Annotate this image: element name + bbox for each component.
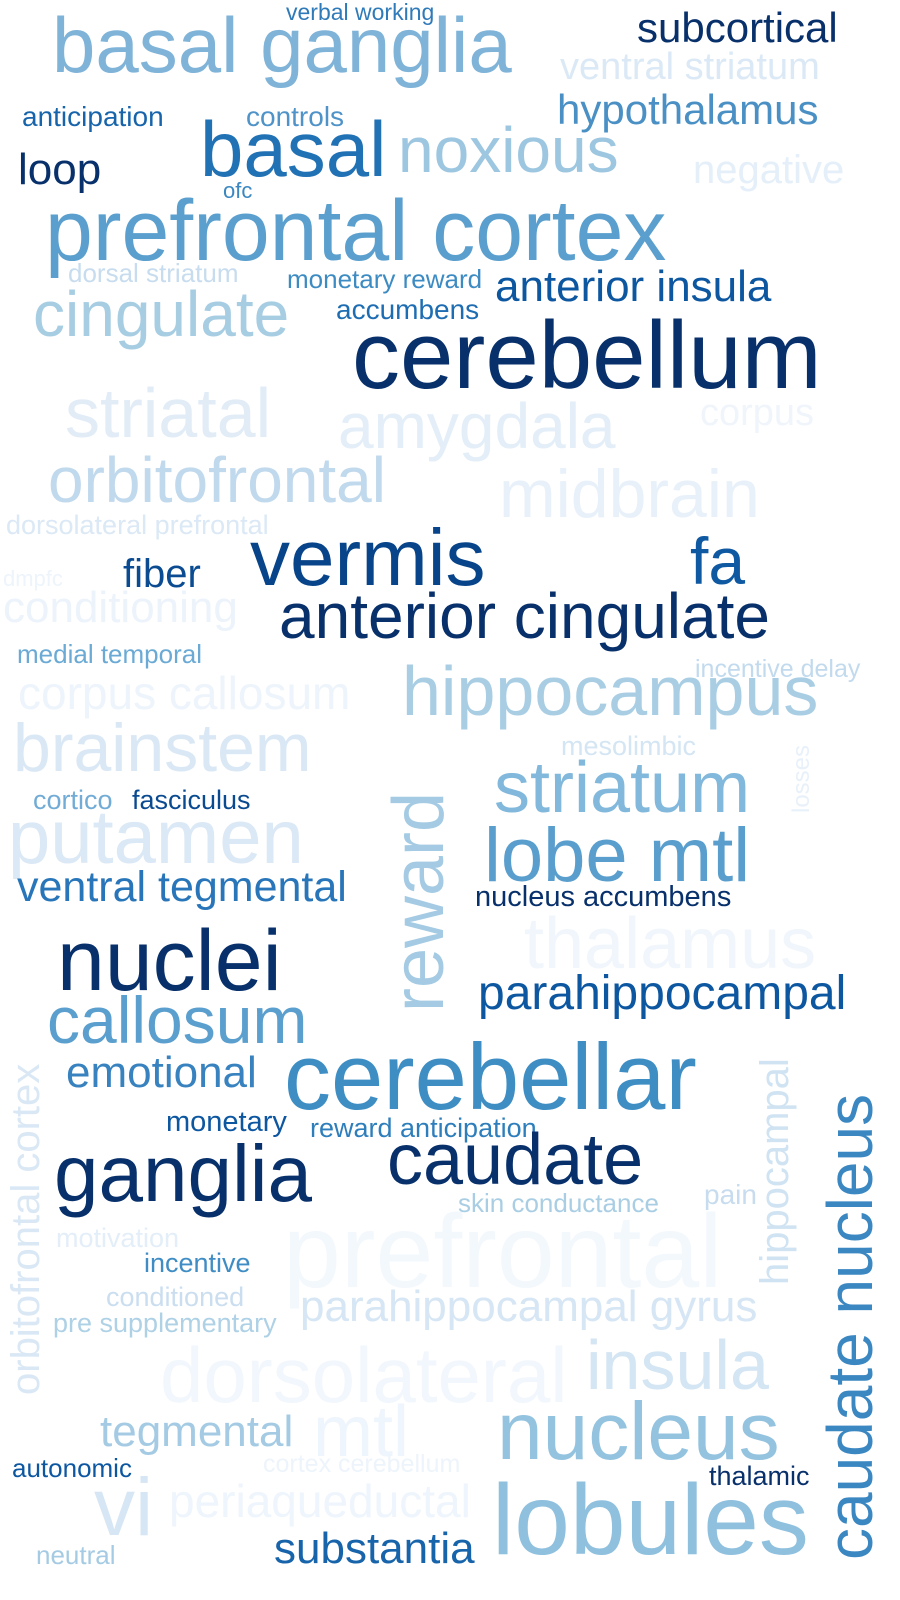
word-orbitofrontal: orbitofrontal bbox=[48, 444, 386, 516]
word-caudate: caudate bbox=[387, 1120, 644, 1200]
word-conditioning: conditioning bbox=[3, 583, 238, 632]
word-nuclei: nuclei bbox=[57, 913, 282, 1009]
word-dmpfc: dmpfc bbox=[3, 566, 63, 591]
word-verbal-working: verbal working bbox=[286, 0, 435, 25]
word-pre-supplementary: pre supplementary bbox=[53, 1308, 277, 1338]
word-striatal: striatal bbox=[65, 374, 272, 452]
word-pain: pain bbox=[704, 1179, 757, 1210]
word-insula: insula bbox=[586, 1326, 769, 1404]
word-lobules: lobules bbox=[492, 1464, 809, 1576]
word-cerebellum: cerebellum bbox=[352, 302, 822, 409]
word-callosum: callosum bbox=[47, 983, 308, 1057]
word-periaqueductal: periaqueductal bbox=[169, 1475, 471, 1527]
word-conditioned: conditioned bbox=[106, 1282, 245, 1312]
word-dorsolateral-prefrontal: dorsolateral prefrontal bbox=[6, 510, 269, 540]
word-fiber: fiber bbox=[123, 552, 201, 596]
word-basal: basal bbox=[200, 105, 387, 193]
word-cerebellar: cerebellar bbox=[284, 1024, 697, 1129]
word-negative: negative bbox=[693, 148, 845, 192]
word-monetary-reward: monetary reward bbox=[287, 264, 483, 294]
word-medial-temporal: medial temporal bbox=[17, 639, 202, 669]
word-dorsal-striatum: dorsal striatum bbox=[68, 258, 239, 288]
word-loop: loop bbox=[18, 145, 102, 194]
word-midbrain: midbrain bbox=[499, 456, 760, 532]
word-striatum: striatum bbox=[494, 748, 751, 828]
word-basal-ganglia: basal ganglia bbox=[52, 1, 512, 89]
word-mesolimbic: mesolimbic bbox=[561, 731, 697, 761]
word-nucleus: nucleus bbox=[497, 1386, 780, 1477]
word-tegmental: tegmental bbox=[100, 1407, 294, 1456]
word-thalamus: thalamus bbox=[524, 904, 817, 984]
word-vermis: vermis bbox=[250, 513, 486, 602]
word-prefrontal-cortex: prefrontal cortex bbox=[45, 183, 667, 279]
word-vi: vi bbox=[94, 1462, 154, 1553]
word-skin-conductance: skin conductance bbox=[458, 1188, 659, 1218]
word-incentive-delay: incentive delay bbox=[695, 655, 861, 683]
word-substantia: substantia bbox=[274, 1524, 475, 1573]
word-fa: fa bbox=[690, 524, 746, 598]
word-corpus: corpus bbox=[700, 392, 815, 434]
word-reward-anticipation: reward anticipation bbox=[310, 1113, 537, 1143]
word-ganglia: ganglia bbox=[54, 1129, 313, 1218]
word-amygdala: amygdala bbox=[338, 390, 616, 462]
word-anterior-cingulate: anterior cingulate bbox=[279, 580, 770, 652]
word-brainstem: brainstem bbox=[13, 710, 312, 786]
word-losses: losses bbox=[788, 744, 815, 813]
word-incentive: incentive bbox=[144, 1248, 251, 1278]
word-prefrontal: prefrontal bbox=[283, 1194, 723, 1310]
word-orbitofrontal-cortex: orbitofrontal cortex bbox=[4, 1063, 48, 1395]
word-thalamic: thalamic bbox=[709, 1461, 810, 1491]
word-anticipation: anticipation bbox=[22, 101, 164, 132]
word-parahippocampal: parahippocampal bbox=[478, 967, 847, 1020]
word-controls: controls bbox=[246, 101, 345, 132]
word-autonomic: autonomic bbox=[12, 1453, 132, 1483]
word-accumbens: accumbens bbox=[336, 294, 480, 325]
word-ventral-striatum: ventral striatum bbox=[560, 46, 820, 88]
word-neutral: neutral bbox=[36, 1540, 116, 1570]
word-ventral-tegmental: ventral tegmental bbox=[17, 863, 347, 911]
word-monetary: monetary bbox=[166, 1106, 287, 1138]
word-hypothalamus: hypothalamus bbox=[557, 86, 819, 133]
word-motivation: motivation bbox=[56, 1223, 180, 1253]
word-anterior-insula: anterior insula bbox=[495, 262, 772, 311]
word-ofc: ofc bbox=[223, 178, 253, 203]
word-emotional: emotional bbox=[66, 1048, 257, 1097]
word-corpus-callosum: corpus callosum bbox=[18, 667, 351, 719]
word-cortico: cortico bbox=[33, 785, 113, 815]
word-putamen: putamen bbox=[8, 795, 304, 880]
word-dorsolateral: dorsolateral bbox=[160, 1331, 568, 1419]
word-noxious: noxious bbox=[398, 114, 619, 186]
word-reward: reward bbox=[379, 791, 459, 1012]
word-hippocampus: hippocampus bbox=[402, 652, 819, 730]
word-nucleus-accumbens: nucleus accumbens bbox=[475, 881, 732, 913]
word-caudate-nucleus: caudate nucleus bbox=[814, 1093, 886, 1560]
word-subcortical: subcortical bbox=[637, 4, 838, 51]
word-cortex-cerebellum: cortex cerebellum bbox=[263, 1450, 461, 1478]
word-fasciculus: fasciculus bbox=[132, 785, 251, 815]
word-hippocampal: hippocampal bbox=[753, 1058, 797, 1285]
word-cingulate: cingulate bbox=[33, 278, 290, 350]
word-parahippocampal-gyrus: parahippocampal gyrus bbox=[300, 1282, 758, 1331]
word-lobe-mtl: lobe mtl bbox=[484, 813, 751, 898]
word-mtl: mtl bbox=[313, 1392, 409, 1472]
